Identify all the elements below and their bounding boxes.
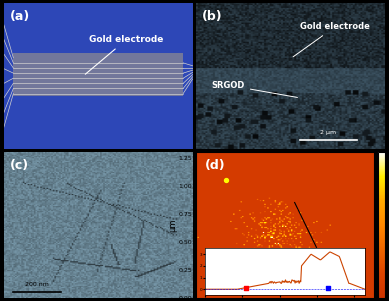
Text: (b): (b) (202, 10, 223, 23)
Bar (13, 53, 183, 96)
Point (336, 268, 343, 272)
Text: 200 nm: 200 nm (25, 282, 49, 287)
Text: (a): (a) (10, 10, 30, 23)
Text: 2 μm: 2 μm (321, 130, 336, 135)
Text: Gold electrode: Gold electrode (85, 36, 163, 74)
Point (223, 178, 230, 182)
Y-axis label: μm: μm (168, 218, 177, 232)
Text: (c): (c) (10, 159, 29, 172)
Text: SRGOD: SRGOD (212, 81, 298, 98)
Text: (d): (d) (205, 159, 226, 172)
Text: Gold electrode: Gold electrode (293, 22, 370, 57)
Point (323, 248, 329, 253)
